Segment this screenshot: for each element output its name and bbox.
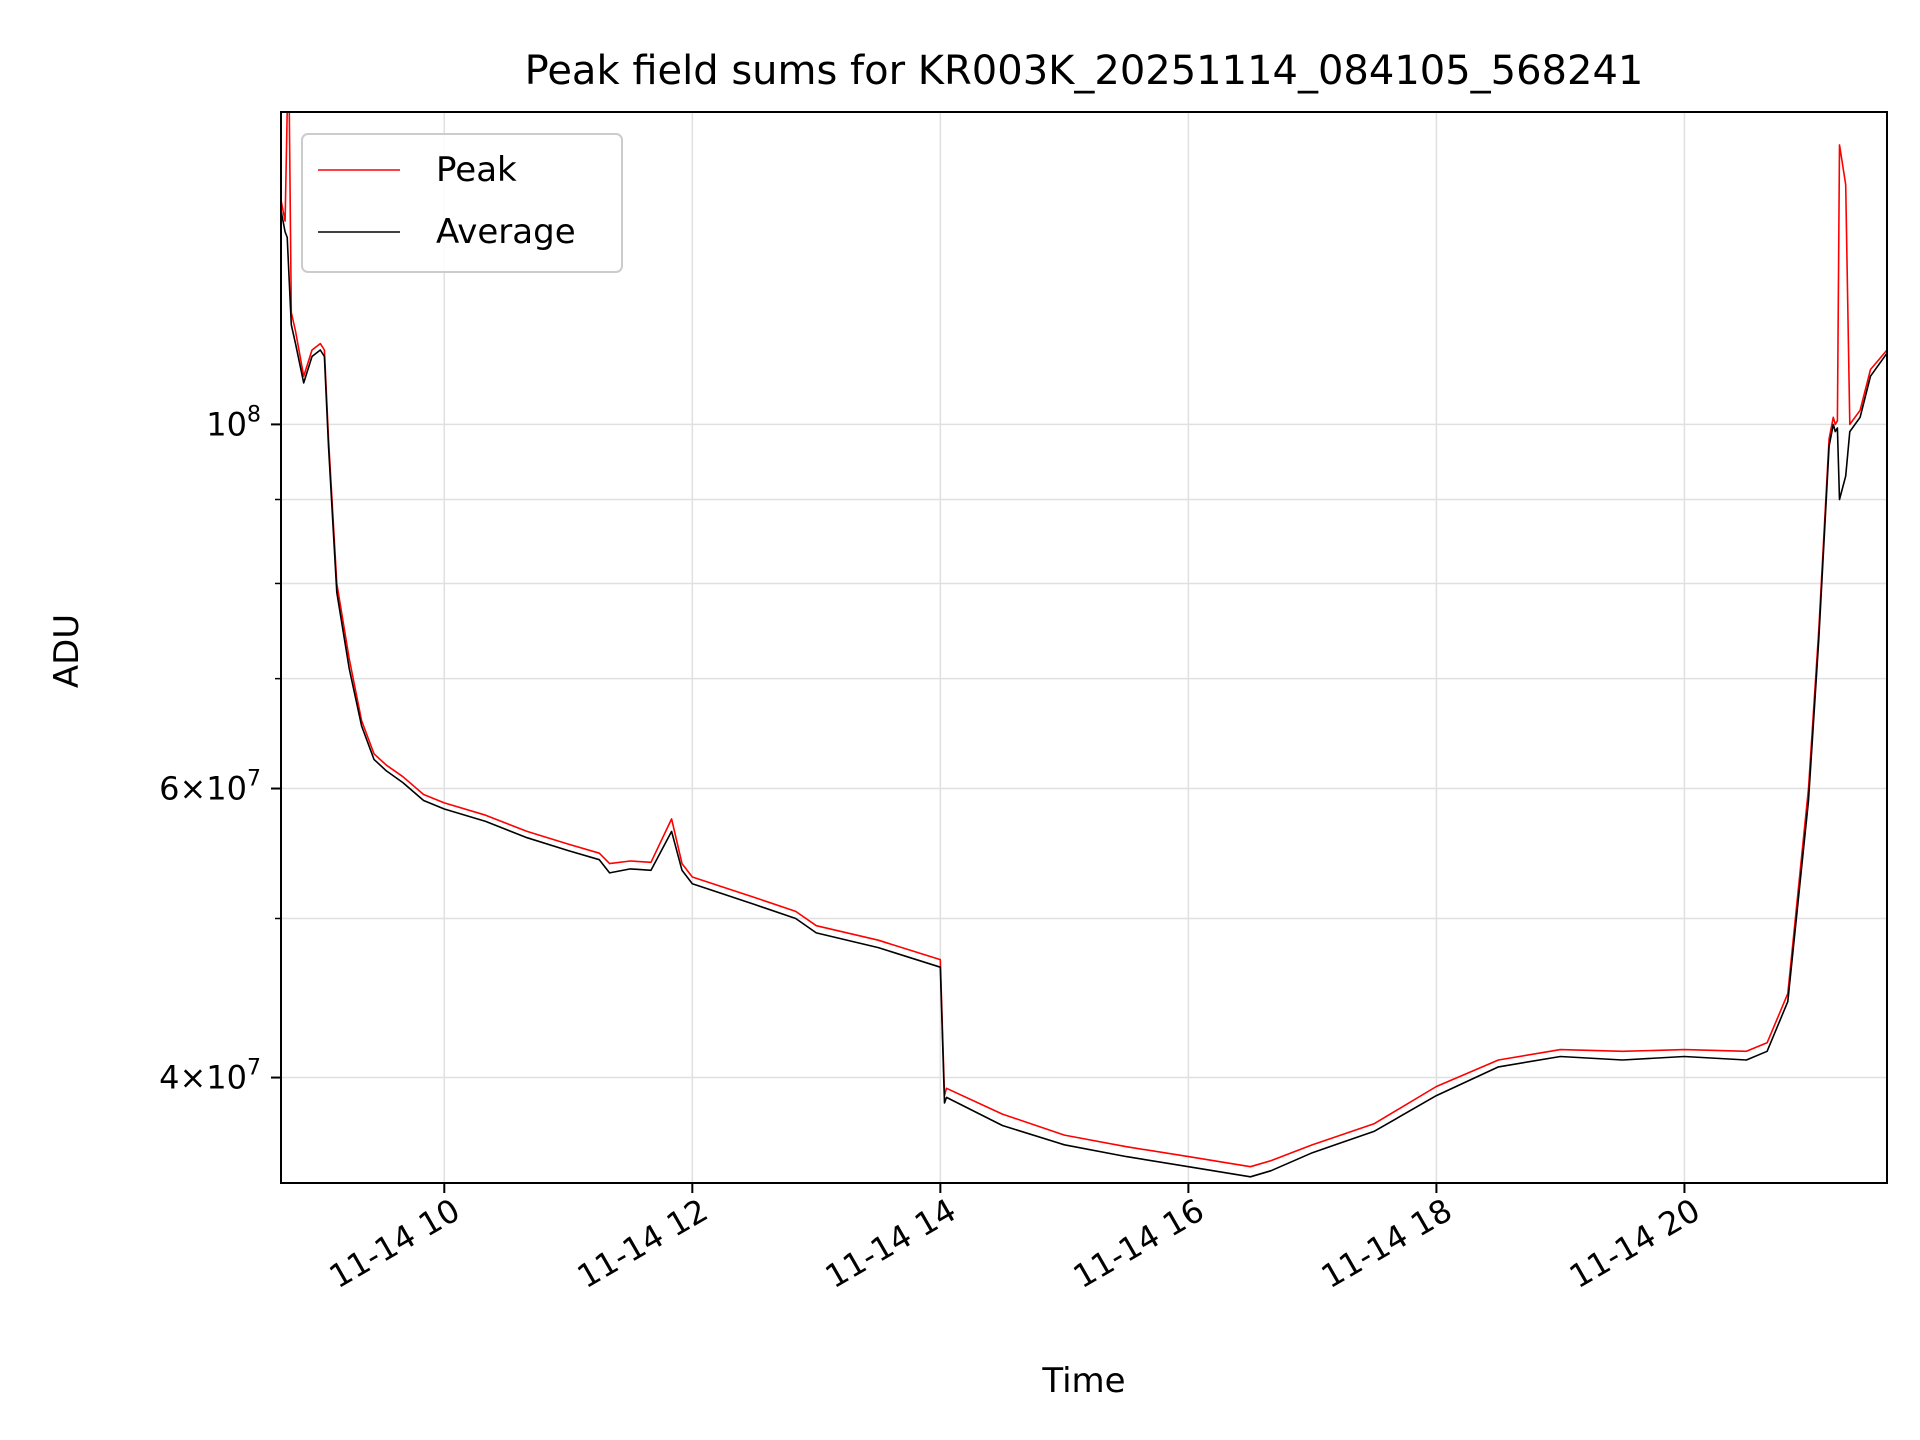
x-tick-label: 11-14 18: [1315, 1191, 1459, 1296]
x-tick-label: 11-14 14: [819, 1191, 963, 1296]
legend-box: [301, 133, 623, 273]
x-tick-label: 11-14 20: [1563, 1191, 1707, 1296]
y-tick-label: 4×107: [159, 1056, 261, 1097]
x-axis-title: Time: [1041, 1361, 1125, 1401]
series-line-average: [280, 210, 1888, 1178]
y-tick-label: 108: [206, 402, 261, 443]
chart-title: Peak field sums for KR003K_20251114_0841…: [525, 48, 1644, 94]
grid-layer: [281, 112, 1887, 1183]
legend-label-peak: Peak: [436, 150, 517, 190]
x-tick-label: 11-14 10: [323, 1191, 467, 1296]
x-tick-label: 11-14 16: [1067, 1191, 1211, 1296]
x-tick-label: 11-14 12: [571, 1191, 715, 1296]
legend-label-average: Average: [436, 212, 576, 252]
y-axis-title: ADU: [47, 614, 87, 688]
series-layer: [280, 111, 1888, 1178]
legend: Peak Average: [301, 133, 623, 273]
plot-area: [281, 112, 1887, 1183]
plot-frame: [280, 111, 1888, 1184]
y-tick-label: 6×107: [159, 767, 261, 808]
